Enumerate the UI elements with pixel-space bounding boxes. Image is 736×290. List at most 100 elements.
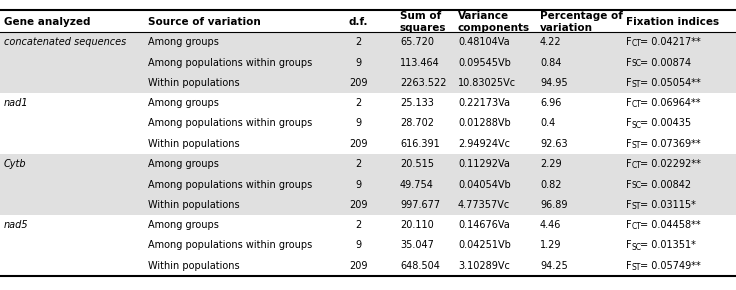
Text: F: F [626,119,631,128]
Text: 94.95: 94.95 [540,78,567,88]
Bar [0,73,736,93]
Text: = 0.02292**: = 0.02292** [640,159,701,169]
Text: Gene analyzed: Gene analyzed [4,17,91,27]
Text: = 0.07369**: = 0.07369** [640,139,700,149]
Bar [0,215,736,235]
Text: 113.464: 113.464 [400,57,439,68]
Text: F: F [626,159,631,169]
Text: 20.515: 20.515 [400,159,434,169]
Text: 648.504: 648.504 [400,261,440,271]
Text: 2.29: 2.29 [540,159,562,169]
Text: 4.22: 4.22 [540,37,562,47]
Text: concatenated sequences: concatenated sequences [4,37,127,47]
Bar [0,154,736,174]
Bar [0,235,736,256]
Text: 20.110: 20.110 [400,220,434,230]
Text: Among populations within groups: Among populations within groups [148,57,312,68]
Text: Among groups: Among groups [148,37,219,47]
Text: ST: ST [632,80,641,89]
Text: CT: CT [632,100,642,109]
Text: nad5: nad5 [4,220,29,230]
Text: SC: SC [632,121,642,130]
Text: 209: 209 [349,78,367,88]
Text: Sum of
squares: Sum of squares [400,11,447,33]
Bar [0,12,736,32]
Text: 9: 9 [355,57,361,68]
Text: CT: CT [632,161,642,170]
Text: d.f.: d.f. [348,17,368,27]
Text: Within populations: Within populations [148,261,240,271]
Text: F: F [626,200,631,210]
Text: 94.25: 94.25 [540,261,567,271]
Text: 6.96: 6.96 [540,98,562,108]
Text: = 0.01351*: = 0.01351* [640,240,696,251]
Text: = 0.03115*: = 0.03115* [640,200,696,210]
Text: = 0.00435: = 0.00435 [640,119,690,128]
Text: Among groups: Among groups [148,159,219,169]
Text: 0.04054Vb: 0.04054Vb [458,180,511,189]
Text: 4.46: 4.46 [540,220,562,230]
Text: Within populations: Within populations [148,200,240,210]
Text: 0.11292Va: 0.11292Va [458,159,510,169]
Text: CT: CT [632,222,642,231]
Text: Among groups: Among groups [148,220,219,230]
Text: 209: 209 [349,261,367,271]
Text: Among groups: Among groups [148,98,219,108]
Bar [0,52,736,73]
Text: 2263.522: 2263.522 [400,78,447,88]
Text: Percentage of
variation: Percentage of variation [540,11,623,33]
Text: 0.84: 0.84 [540,57,562,68]
Text: F: F [626,180,631,189]
Text: Fixation indices: Fixation indices [626,17,719,27]
Text: 2: 2 [355,37,361,47]
Text: Among populations within groups: Among populations within groups [148,240,312,251]
Text: F: F [626,57,631,68]
Text: 9: 9 [355,240,361,251]
Text: SC: SC [632,242,642,251]
Bar [0,113,736,134]
Text: F: F [626,98,631,108]
Text: F: F [626,240,631,251]
Text: CT: CT [632,39,642,48]
Bar [0,93,736,113]
Text: 2: 2 [355,220,361,230]
Text: 4.77357Vc: 4.77357Vc [458,200,510,210]
Text: SC: SC [632,59,642,68]
Text: Source of variation: Source of variation [148,17,261,27]
Text: = 0.00842: = 0.00842 [640,180,690,189]
Text: 2.94924Vc: 2.94924Vc [458,139,510,149]
Text: F: F [626,78,631,88]
Bar [0,195,736,215]
Text: 0.22173Va: 0.22173Va [458,98,510,108]
Text: F: F [626,261,631,271]
Text: ST: ST [632,141,641,150]
Bar [0,256,736,276]
Text: F: F [626,139,631,149]
Text: 10.83025Vc: 10.83025Vc [458,78,516,88]
Text: Among populations within groups: Among populations within groups [148,180,312,189]
Text: 1.29: 1.29 [540,240,562,251]
Text: 0.4: 0.4 [540,119,555,128]
Text: 0.14676Va: 0.14676Va [458,220,510,230]
Text: = 0.04458**: = 0.04458** [640,220,700,230]
Text: SC: SC [632,182,642,191]
Text: F: F [626,37,631,47]
Bar [0,32,736,52]
Text: 2: 2 [355,159,361,169]
Text: F: F [626,220,631,230]
Text: = 0.05749**: = 0.05749** [640,261,701,271]
Text: Among populations within groups: Among populations within groups [148,119,312,128]
Text: ST: ST [632,263,641,272]
Text: 65.720: 65.720 [400,37,434,47]
Text: Variance
components: Variance components [458,11,530,33]
Text: 28.702: 28.702 [400,119,434,128]
Text: 2: 2 [355,98,361,108]
Text: 96.89: 96.89 [540,200,567,210]
Text: 92.63: 92.63 [540,139,567,149]
Text: Within populations: Within populations [148,139,240,149]
Text: 0.82: 0.82 [540,180,562,189]
Text: Cytb: Cytb [4,159,26,169]
Text: = 0.05054**: = 0.05054** [640,78,701,88]
Text: = 0.00874: = 0.00874 [640,57,690,68]
Text: 0.09545Vb: 0.09545Vb [458,57,511,68]
